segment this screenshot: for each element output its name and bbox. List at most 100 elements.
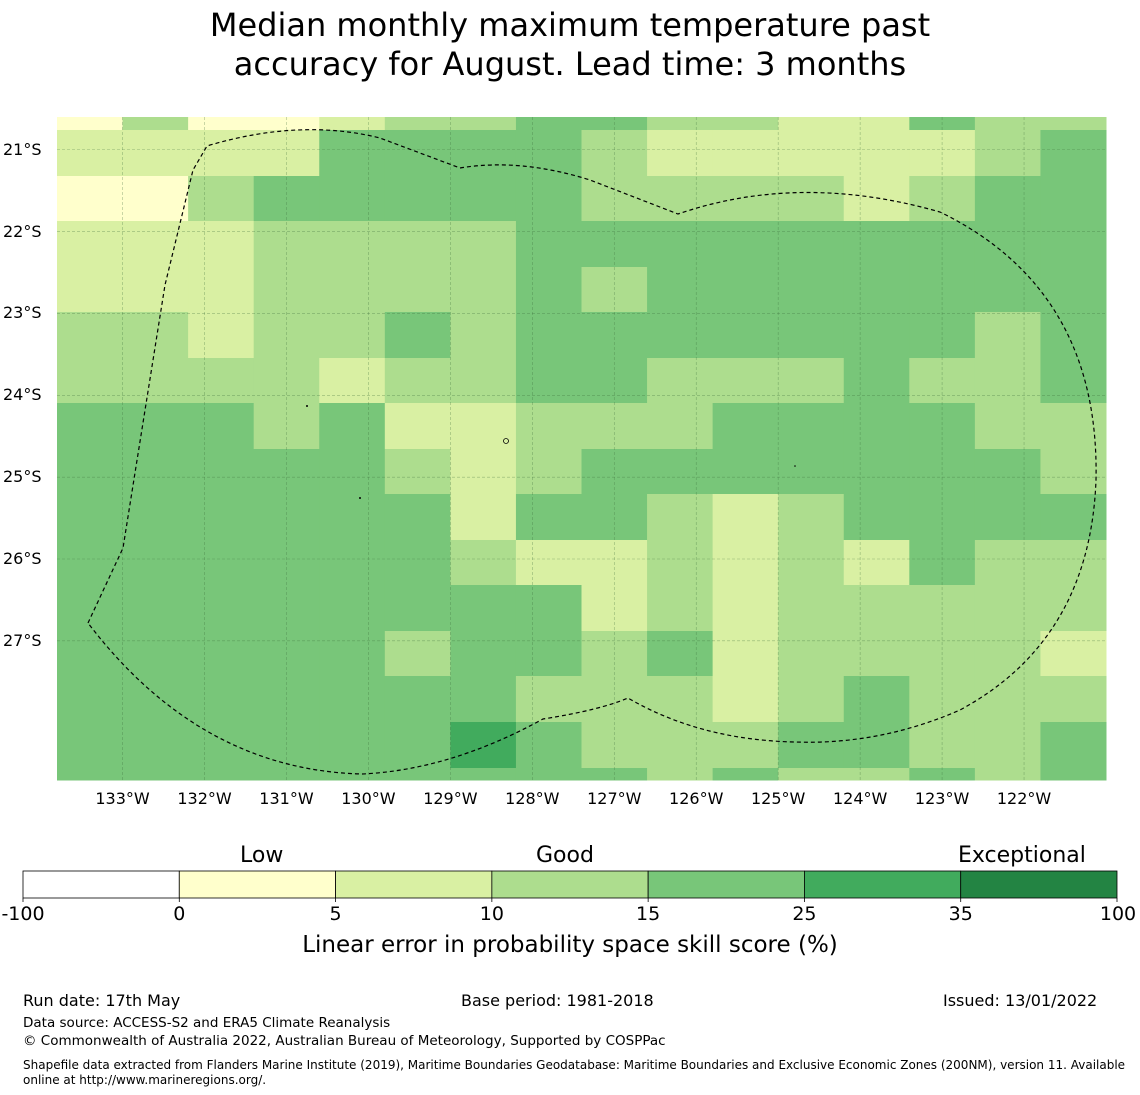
lat-label: 26°S [3, 549, 42, 568]
skill-cell [778, 494, 845, 541]
skill-cell [515, 722, 582, 769]
skill-cell [122, 312, 189, 359]
skill-cell [909, 768, 976, 781]
skill-cell [253, 676, 320, 723]
skill-cell [909, 267, 976, 313]
skill-cell [253, 449, 320, 495]
island-marks [306, 405, 796, 499]
lon-label: 128°W [505, 789, 560, 808]
skill-cell [843, 494, 910, 541]
skill-cell [319, 221, 386, 268]
lon-label: 125°W [751, 789, 806, 808]
skill-cell [188, 221, 255, 268]
skill-cell [450, 403, 517, 450]
skill-cell [253, 176, 320, 222]
skill-cell [450, 631, 517, 677]
lon-label: 131°W [259, 789, 314, 808]
colorbar-segment [960, 870, 1118, 899]
island-4 [794, 465, 796, 467]
skill-cell [909, 449, 976, 495]
skill-cell [974, 540, 1041, 586]
skill-cell [909, 722, 976, 769]
skill-cell [1040, 722, 1107, 769]
skill-cell [1040, 358, 1107, 404]
skill-cell [122, 403, 189, 450]
skill-cell [909, 403, 976, 450]
skill-cell [253, 130, 320, 177]
skill-cell [384, 130, 451, 177]
skill-cell [712, 117, 779, 131]
skill-cell [450, 117, 517, 131]
skill-cell [581, 267, 648, 313]
skill-cell [843, 585, 910, 632]
skill-cell [778, 267, 845, 313]
skill-cell [384, 221, 451, 268]
skill-cell [712, 221, 779, 268]
skill-cell [778, 722, 845, 769]
skill-cell [974, 221, 1041, 268]
skill-cell [581, 585, 648, 632]
skill-cell [57, 768, 124, 781]
skill-cell [778, 176, 845, 222]
skill-cell [188, 176, 255, 222]
skill-cell [974, 631, 1041, 677]
skill-cell [843, 221, 910, 268]
skill-cell [909, 312, 976, 359]
issued-date: Issued: 13/01/2022 [943, 991, 1098, 1010]
skill-cell [974, 312, 1041, 359]
skill-cell [188, 540, 255, 586]
skill-cell [778, 540, 845, 586]
skill-cell [319, 117, 386, 131]
skill-cell [188, 676, 255, 723]
skill-cell [450, 585, 517, 632]
skill-cell [581, 449, 648, 495]
skill-cell [1040, 494, 1107, 541]
skill-cell [188, 631, 255, 677]
skill-cell [319, 176, 386, 222]
run-date: Run date: 17th May [23, 991, 181, 1010]
skill-cell [647, 403, 714, 450]
skill-cell [319, 358, 386, 404]
colorbar-segment [647, 870, 805, 899]
skill-cell [647, 585, 714, 632]
skill-cell [450, 676, 517, 723]
colorbar-segment [335, 870, 493, 899]
skill-cell [122, 176, 189, 222]
title-line-2: accuracy for August. Lead time: 3 months [233, 45, 907, 83]
skill-cell [909, 130, 976, 177]
colorbar-tick-label: 10 [479, 903, 504, 925]
skill-cell [515, 130, 582, 177]
category-low: Low [240, 843, 284, 868]
shapefile-line-2: online at http://www.marineregions.org/. [23, 1073, 267, 1087]
skill-cell [843, 631, 910, 677]
skill-cell [319, 676, 386, 723]
colorbar-segment [22, 870, 180, 899]
skill-cell [188, 312, 255, 359]
skill-cell [515, 312, 582, 359]
skill-cell [319, 267, 386, 313]
skill-cell [57, 585, 124, 632]
skill-cell [974, 676, 1041, 723]
shapefile-line-1: Shapefile data extracted from Flanders M… [23, 1058, 1126, 1072]
skill-cell [1040, 768, 1107, 781]
skill-cell [843, 176, 910, 222]
skill-cell [712, 358, 779, 404]
skill-cell [843, 117, 910, 131]
skill-cell [647, 540, 714, 586]
skill-cell [843, 358, 910, 404]
skill-cell [647, 722, 714, 769]
skill-cell [909, 494, 976, 541]
colorbar-tick-label: -100 [1, 903, 45, 925]
skill-cell [450, 312, 517, 359]
skill-cell [122, 585, 189, 632]
skill-cell [253, 722, 320, 769]
skill-cell [1040, 403, 1107, 450]
skill-cell [253, 540, 320, 586]
skill-cell [122, 449, 189, 495]
skill-cell [188, 494, 255, 541]
lon-label: 132°W [177, 789, 232, 808]
skill-cell [188, 768, 255, 781]
skill-cell [253, 267, 320, 313]
skill-cell [253, 358, 320, 404]
